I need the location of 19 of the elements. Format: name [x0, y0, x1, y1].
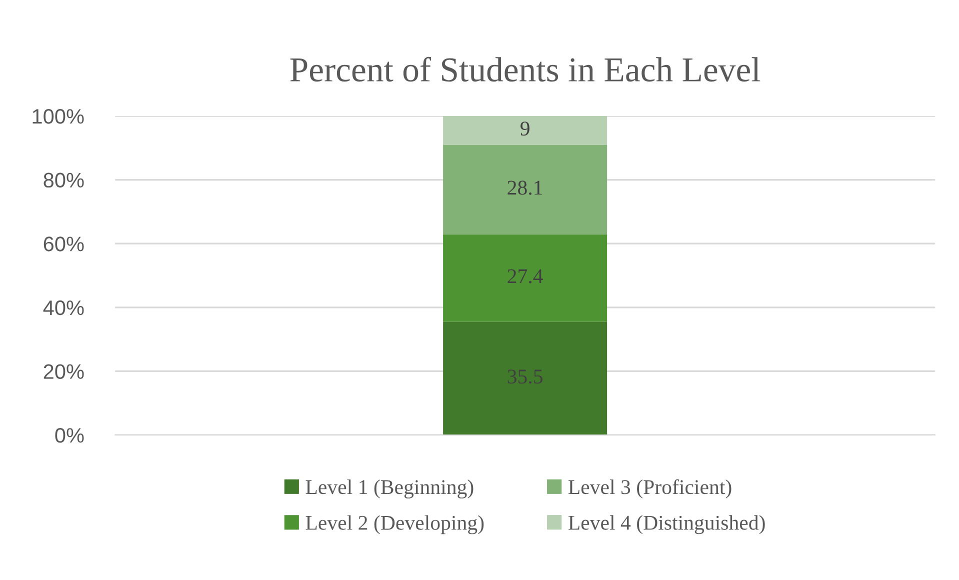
legend-label: Level 3 (Proficient) — [568, 479, 732, 498]
bar — [443, 322, 608, 435]
chart-title: Percent of Students in Each Level — [290, 56, 760, 82]
y-tick-label: 0% — [55, 428, 84, 443]
legend-label: Level 4 (Distinguished) — [568, 515, 765, 534]
y-tick-label: 20% — [44, 364, 84, 379]
bar — [443, 144, 608, 234]
y-tick-label: 40% — [43, 300, 84, 316]
bar — [443, 234, 608, 322]
data-label: 35.5 — [508, 370, 542, 384]
y-tick-label: 80% — [44, 172, 84, 188]
legend-label: Level 1 (Beginning) — [306, 479, 474, 498]
bar — [443, 116, 608, 145]
data-label: 28.1 — [508, 180, 542, 195]
data-label: 27.4 — [508, 269, 543, 284]
data-label: 9 — [520, 122, 530, 136]
legend-label: Level 2 (Developing) — [306, 515, 484, 534]
y-tick-label: 60% — [44, 236, 84, 252]
y-tick-label: 100% — [32, 109, 84, 124]
